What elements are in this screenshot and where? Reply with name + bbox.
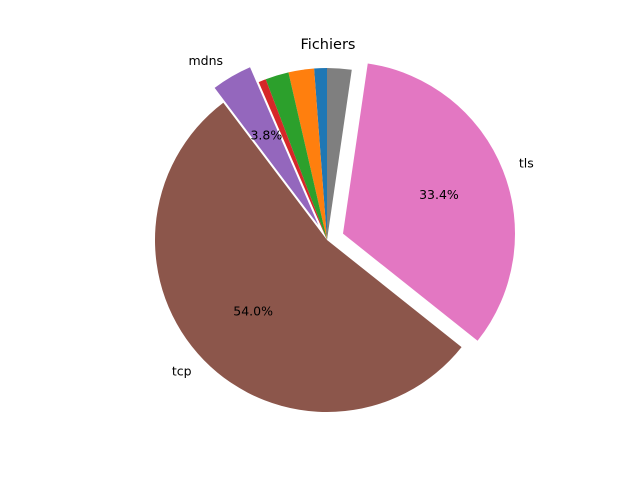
pie-slice-1-unlabeled	[288, 68, 327, 240]
pie-labels: mdns 3.8% tcp 54.0% tls 33.4%	[172, 53, 534, 378]
pie-slice-5-tcp	[155, 102, 462, 412]
pie-wedges	[155, 63, 515, 412]
pie-slice-6-tls	[342, 63, 515, 341]
pie-slice-3-unlabeled	[258, 79, 327, 240]
pie-slice-4-mdns	[214, 67, 319, 226]
slice-label-tcp: tcp	[172, 364, 192, 379]
pie-slice-7-unlabeled	[327, 68, 352, 240]
pie-slice-2-unlabeled	[265, 72, 327, 240]
pie-slice-0-unlabeled	[314, 68, 327, 240]
slice-pct-tcp: 54.0%	[233, 304, 273, 319]
slice-pct-mdns: 3.8%	[250, 127, 282, 142]
slice-label-tls: tls	[519, 156, 534, 171]
slice-pct-tls: 33.4%	[419, 187, 459, 202]
chart-title: Fichiers	[301, 37, 356, 53]
slice-label-mdns: mdns	[189, 53, 224, 68]
